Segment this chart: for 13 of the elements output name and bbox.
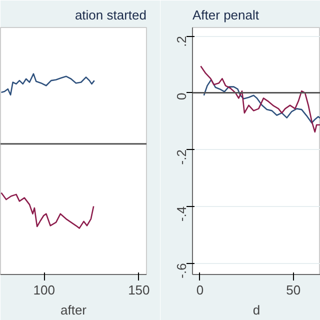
y-tick-label: .2: [174, 36, 189, 47]
x-tick-label: 0: [196, 282, 204, 298]
x-tick-label: 50: [286, 282, 301, 298]
chart-title: ation started: [74, 8, 146, 22]
chart-title: After penalt: [192, 8, 260, 22]
y-tick-label: -.6: [174, 263, 189, 278]
x-axis-title: d: [252, 302, 260, 318]
y-tick-label: -.4: [174, 206, 189, 222]
x-tick-label: 150: [128, 282, 150, 298]
y-tick-label: 0: [174, 92, 189, 100]
x-tick-label: 100: [33, 282, 55, 298]
y-tick-label: -.2: [174, 150, 189, 165]
x-axis-title: after: [60, 302, 88, 318]
